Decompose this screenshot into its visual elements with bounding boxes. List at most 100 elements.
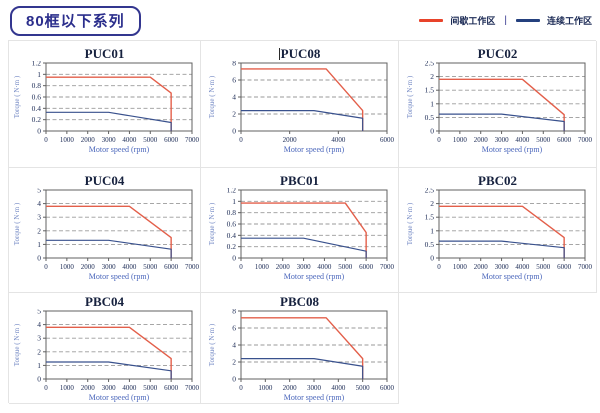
svg-text:2: 2 xyxy=(232,358,236,367)
svg-text:4: 4 xyxy=(37,199,41,208)
svg-text:5000: 5000 xyxy=(338,263,353,271)
svg-text:6000: 6000 xyxy=(164,263,179,271)
svg-text:Motor speed (rpm): Motor speed (rpm) xyxy=(481,145,542,154)
svg-text:4: 4 xyxy=(37,320,41,329)
svg-text:Motor speed (rpm): Motor speed (rpm) xyxy=(88,393,149,402)
svg-text:6: 6 xyxy=(232,324,236,333)
svg-text:6000: 6000 xyxy=(380,384,395,392)
svg-text:5000: 5000 xyxy=(143,384,158,392)
svg-text:3: 3 xyxy=(37,334,41,343)
svg-text:0.2: 0.2 xyxy=(226,242,236,251)
svg-text:6000: 6000 xyxy=(359,263,374,271)
svg-text:0: 0 xyxy=(232,254,236,263)
svg-text:0.2: 0.2 xyxy=(31,115,41,124)
svg-text:3000: 3000 xyxy=(307,384,322,392)
svg-text:0: 0 xyxy=(430,127,434,136)
svg-text:1.5: 1.5 xyxy=(424,86,434,95)
svg-text:0: 0 xyxy=(437,263,441,271)
svg-text:4000: 4000 xyxy=(331,136,346,144)
chart-plot: 0 0.5 1 1.5 2 2.5 0 1000 2000 3000 4000 5000 6000 700… xyxy=(403,61,593,155)
svg-text:7000: 7000 xyxy=(380,263,395,271)
chart-grid: PUC01 0 0.2 0.4 0.6 0.8 1 1.2 0 1000 2000 3000 4000… xyxy=(8,40,597,404)
svg-text:2: 2 xyxy=(430,72,434,81)
svg-text:6000: 6000 xyxy=(164,136,179,144)
svg-text:5: 5 xyxy=(37,309,41,316)
svg-text:6000: 6000 xyxy=(557,263,572,271)
svg-text:6: 6 xyxy=(232,76,236,85)
svg-text:0.5: 0.5 xyxy=(424,113,434,122)
svg-text:0.6: 0.6 xyxy=(31,93,41,102)
svg-text:2.5: 2.5 xyxy=(424,188,434,195)
svg-text:Torque ( N·m ): Torque ( N·m ) xyxy=(208,323,216,366)
svg-text:2: 2 xyxy=(232,110,236,119)
chart-cell-pbc01: PBC01 0 0.2 0.4 0.6 0.8 1 1.2 0 1000 2000 3000 4000… xyxy=(201,168,399,293)
svg-text:0.4: 0.4 xyxy=(31,104,41,113)
svg-text:0: 0 xyxy=(430,254,434,263)
svg-text:Motor speed (rpm): Motor speed (rpm) xyxy=(283,272,344,281)
svg-text:8: 8 xyxy=(232,61,236,68)
svg-text:2000: 2000 xyxy=(473,136,488,144)
svg-text:1: 1 xyxy=(232,197,236,206)
svg-text:0: 0 xyxy=(44,136,48,144)
svg-text:5000: 5000 xyxy=(355,384,370,392)
svg-text:2000: 2000 xyxy=(80,263,95,271)
svg-text:2000: 2000 xyxy=(282,136,297,144)
svg-text:3000: 3000 xyxy=(494,136,509,144)
svg-text:6000: 6000 xyxy=(380,136,395,144)
svg-text:5000: 5000 xyxy=(143,136,158,144)
svg-text:Motor speed (rpm): Motor speed (rpm) xyxy=(283,393,344,402)
svg-text:Torque ( N·m ): Torque ( N·m ) xyxy=(406,202,414,245)
chart-plot: 0 1 2 3 4 5 0 1000 2000 3000 4000 5000 6000 7000 Motor… xyxy=(10,309,200,403)
chart-cell-pbc04: PBC04 0 1 2 3 4 5 0 1000 2000 3000 4000 5000 6000 700… xyxy=(9,293,201,404)
svg-text:0.5: 0.5 xyxy=(424,240,434,249)
chart-title: PUC01 xyxy=(84,46,125,61)
svg-text:2.5: 2.5 xyxy=(424,61,434,68)
svg-text:1: 1 xyxy=(430,99,434,108)
svg-text:0: 0 xyxy=(44,384,48,392)
legend: 间歇工作区 | 连续工作区 xyxy=(419,14,592,27)
svg-text:7000: 7000 xyxy=(185,136,200,144)
svg-text:2: 2 xyxy=(37,347,41,356)
svg-text:1: 1 xyxy=(37,70,41,79)
svg-text:1000: 1000 xyxy=(59,136,74,144)
chart-plot: 0 2 4 6 8 0 1000 2000 3000 4000 5000 6000 Motor spee… xyxy=(205,309,395,403)
chart-plot: 0 0.5 1 1.5 2 2.5 0 1000 2000 3000 4000 5000 6000 700… xyxy=(403,188,593,282)
svg-text:5000: 5000 xyxy=(536,136,551,144)
svg-text:1000: 1000 xyxy=(258,384,273,392)
svg-text:Motor speed (rpm): Motor speed (rpm) xyxy=(283,145,344,154)
svg-text:Torque ( N·m ): Torque ( N·m ) xyxy=(208,202,216,245)
svg-text:5000: 5000 xyxy=(536,263,551,271)
svg-text:3000: 3000 xyxy=(101,136,116,144)
chart-title: PBC02 xyxy=(478,173,517,188)
svg-text:0: 0 xyxy=(239,136,243,144)
svg-text:2000: 2000 xyxy=(80,136,95,144)
svg-text:1.2: 1.2 xyxy=(226,188,236,195)
series-title-badge: 80框以下系列 xyxy=(10,6,141,36)
svg-text:7000: 7000 xyxy=(578,263,593,271)
intermittent-zone-swatch xyxy=(419,19,444,22)
svg-text:Torque ( N·m ): Torque ( N·m ) xyxy=(208,75,216,118)
legend-separator: | xyxy=(504,15,507,26)
svg-text:Motor speed (rpm): Motor speed (rpm) xyxy=(481,272,542,281)
svg-text:1: 1 xyxy=(37,361,41,370)
svg-text:3000: 3000 xyxy=(494,263,509,271)
svg-text:Motor speed (rpm): Motor speed (rpm) xyxy=(88,145,149,154)
page-header: 80框以下系列 间歇工作区 | 连续工作区 xyxy=(0,0,600,40)
svg-text:Torque ( N·m ): Torque ( N·m ) xyxy=(406,75,414,118)
svg-text:3000: 3000 xyxy=(296,263,311,271)
chart-cell-pbc08: PBC08 0 2 4 6 8 0 1000 2000 3000 4000 5000 6000 Moto… xyxy=(201,293,399,404)
svg-text:5000: 5000 xyxy=(143,263,158,271)
svg-text:0.8: 0.8 xyxy=(226,208,236,217)
svg-text:3: 3 xyxy=(37,213,41,222)
svg-text:Torque ( N·m ): Torque ( N·m ) xyxy=(13,202,21,245)
text-caret xyxy=(278,48,280,60)
svg-text:4000: 4000 xyxy=(317,263,332,271)
svg-text:0: 0 xyxy=(37,254,41,263)
svg-text:6000: 6000 xyxy=(164,384,179,392)
svg-text:2: 2 xyxy=(37,226,41,235)
svg-text:1000: 1000 xyxy=(452,263,467,271)
svg-text:3000: 3000 xyxy=(101,263,116,271)
svg-text:4000: 4000 xyxy=(515,136,530,144)
chart-title: PUC04 xyxy=(84,173,125,188)
svg-text:1.2: 1.2 xyxy=(31,61,41,68)
